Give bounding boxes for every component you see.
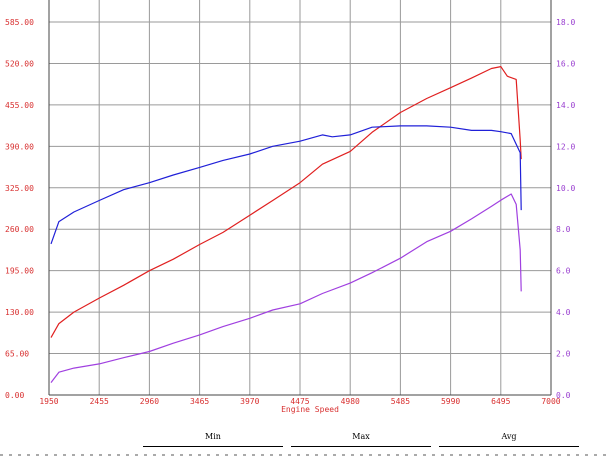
left-tick-label: 325.00 [5, 184, 34, 193]
x-tick-label: 3465 [190, 397, 209, 406]
series-line-purple [50, 193, 522, 383]
x-tick-label: 7000 [541, 397, 560, 406]
left-tick-label: 0.00 [5, 391, 24, 400]
x-tick-label: 1950 [39, 397, 58, 406]
x-tick-label: 2960 [140, 397, 159, 406]
left-tick-label: 130.00 [5, 308, 34, 317]
series-lines [50, 66, 522, 383]
right-tick-label: 0.0 [556, 391, 571, 400]
left-tick-label: 455.00 [5, 101, 34, 110]
right-tick-label: 10.0 [556, 184, 575, 193]
right-tick-label: 14.0 [556, 101, 575, 110]
stats-row-placeholder [0, 454, 610, 456]
x-tick-label: 3970 [240, 397, 259, 406]
right-tick-label: 18.0 [556, 18, 575, 27]
series-line-blue [50, 125, 522, 245]
grid-lines [48, 0, 552, 396]
stats-avg-header: Avg [439, 432, 579, 447]
x-tick-label: 4475 [290, 397, 309, 406]
left-axis-ticks: 0.00 65.00 130.00 195.00 260.00 325.00 390.00 4… [5, 18, 34, 400]
x-tick-label: 5485 [391, 397, 410, 406]
x-tick-label: 4980 [341, 397, 360, 406]
right-tick-label: 2.0 [556, 350, 571, 359]
right-tick-label: 8.0 [556, 225, 571, 234]
stats-max-header: Max [291, 432, 431, 447]
x-axis-label: Engine Speed [281, 405, 339, 414]
right-tick-label: 12.0 [556, 142, 575, 151]
left-tick-label: 390.00 [5, 142, 34, 151]
left-tick-label: 260.00 [5, 225, 34, 234]
right-tick-label: 6.0 [556, 267, 571, 276]
left-tick-label: 195.00 [5, 267, 34, 276]
right-tick-label: 16.0 [556, 59, 575, 68]
series-line-red [50, 66, 522, 338]
right-axis-ticks: 0.0 2.0 4.0 6.0 8.0 10.0 12.0 14.0 16.0 18.0 [556, 18, 575, 400]
right-tick-label: 4.0 [556, 308, 571, 317]
x-tick-label: 6495 [491, 397, 510, 406]
x-tick-label: 2455 [90, 397, 109, 406]
stats-min-header: Min [143, 432, 283, 447]
dyno-chart: 0.00 65.00 130.00 195.00 260.00 325.00 390.00 4… [5, 0, 575, 414]
x-axis-ticks: 1950 2455 2960 3465 3970 4475 4980 5485 5990 6495… [39, 397, 560, 406]
left-tick-label: 585.00 [5, 18, 34, 27]
x-tick-label: 5990 [441, 397, 460, 406]
left-tick-label: 520.00 [5, 59, 34, 68]
left-tick-label: 65.00 [5, 350, 29, 359]
